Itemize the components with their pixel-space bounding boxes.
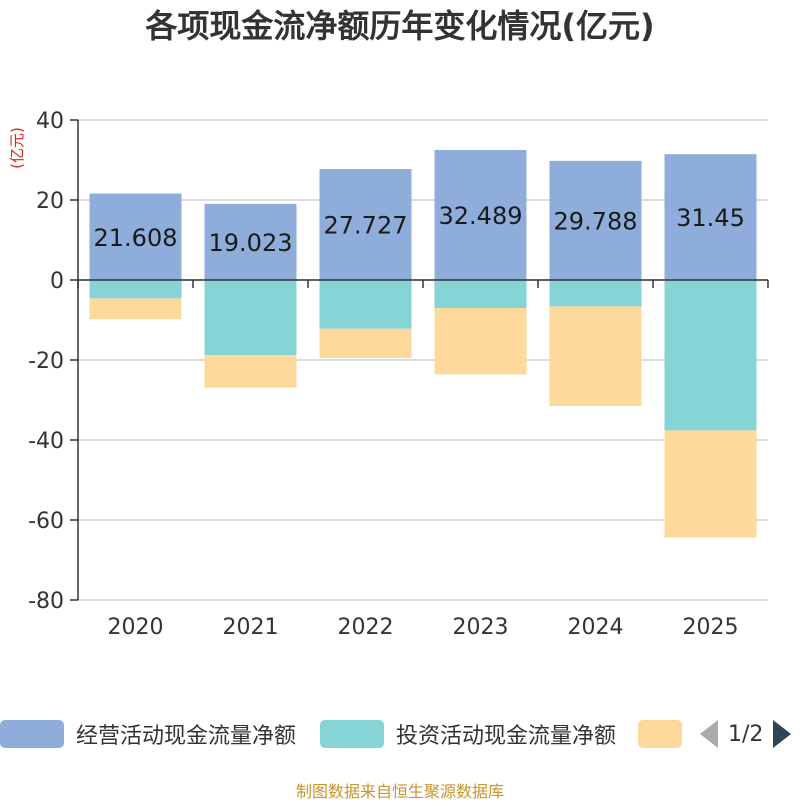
x-tick-label: 2022 xyxy=(338,615,394,640)
bar-financing xyxy=(434,308,527,375)
bar-investing xyxy=(89,280,182,299)
legend-swatch-operating xyxy=(0,720,64,748)
legend-item-investing[interactable]: 投资活动现金流量净额 xyxy=(320,716,616,752)
legend-item-financing[interactable] xyxy=(638,716,694,752)
x-tick-label: 2021 xyxy=(223,615,279,640)
y-axis-unit-label: (亿元) xyxy=(8,127,26,169)
data-label: 32.489 xyxy=(439,202,523,230)
y-tick-label: 40 xyxy=(36,109,64,134)
bar-investing xyxy=(434,280,527,308)
y-tick-label: -40 xyxy=(28,429,64,454)
bar-operating xyxy=(204,203,297,280)
x-tick-label: 2020 xyxy=(108,615,164,640)
legend-swatch-investing xyxy=(320,720,384,748)
x-tick-label: 2024 xyxy=(568,615,624,640)
bar-operating xyxy=(319,169,412,280)
legend-prev-page-icon[interactable] xyxy=(700,720,718,748)
bar-financing xyxy=(204,355,297,388)
bar-investing xyxy=(204,280,297,356)
data-label: 27.727 xyxy=(324,212,408,240)
bar-operating xyxy=(664,154,757,280)
y-tick-label: 0 xyxy=(50,269,64,294)
bar-operating xyxy=(89,193,182,280)
bar-investing xyxy=(319,280,412,329)
legend-label-investing: 投资活动现金流量净额 xyxy=(396,724,617,749)
legend-swatch-financing xyxy=(638,720,682,748)
legend: 经营活动现金流量净额 投资活动现金流量净额 1/2 xyxy=(0,716,800,756)
data-label: 19.023 xyxy=(209,229,293,257)
bar-investing xyxy=(549,280,642,307)
bar-operating xyxy=(434,150,527,280)
y-tick-label: -60 xyxy=(28,509,64,534)
axes xyxy=(70,119,769,601)
legend-pager: 1/2 xyxy=(700,716,792,752)
x-tick-label: 2023 xyxy=(453,615,509,640)
bar-operating xyxy=(549,160,642,280)
legend-next-page-icon[interactable] xyxy=(773,720,792,748)
chart-title: 各项现金流净额历年变化情况(亿元) xyxy=(145,7,655,45)
bar-financing xyxy=(319,328,412,358)
data-label: 29.788 xyxy=(554,207,638,235)
y-tick-label: 20 xyxy=(36,189,64,214)
legend-page-indicator: 1/2 xyxy=(728,721,764,747)
labels: 40 20 0 -20 -40 -60 -80 21.608 2020 19.023 2021 27.… xyxy=(28,109,745,640)
y-tick-label: -80 xyxy=(28,589,64,614)
legend-label-operating: 经营活动现金流量净额 xyxy=(76,724,297,749)
bar-financing xyxy=(89,298,182,320)
bars xyxy=(89,150,757,538)
legend-item-operating[interactable]: 经营活动现金流量净额 xyxy=(0,716,296,752)
source-note: 制图数据来自恒生聚源数据库 xyxy=(295,782,504,801)
bar-financing xyxy=(549,306,642,406)
bar-investing xyxy=(664,280,757,431)
x-tick-label: 2025 xyxy=(683,615,739,640)
data-label: 31.45 xyxy=(676,204,745,232)
y-tick-label: -20 xyxy=(28,349,64,374)
data-label: 21.608 xyxy=(94,224,178,252)
bar-financing xyxy=(664,430,757,538)
